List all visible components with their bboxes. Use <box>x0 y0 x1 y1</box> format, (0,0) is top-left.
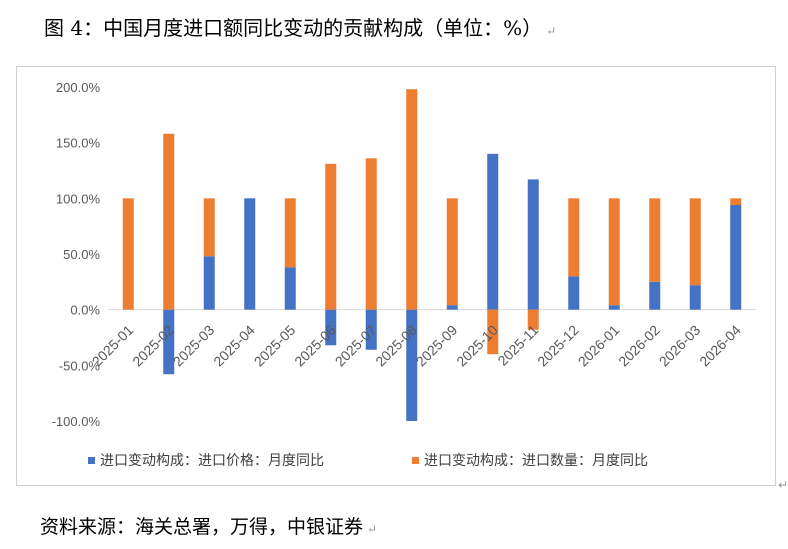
bar-price-2025-02 <box>163 309 175 375</box>
y-tick-label: 50.0% <box>63 247 100 262</box>
y-tick-label: -50.0% <box>59 358 101 373</box>
y-tick-label: 200.0% <box>56 80 101 95</box>
x-tick-label: 2025-11 <box>494 322 541 369</box>
bar-price-2025-03 <box>203 256 215 310</box>
bar-price-2025-06 <box>325 309 337 346</box>
bar-price-2025-11 <box>527 179 539 310</box>
bar-price-2025-09 <box>446 305 458 310</box>
figure-source: 资料来源：海关总署，万得，中银证券 ↵ <box>40 516 378 538</box>
bar-quantity-2025-07 <box>365 158 377 310</box>
x-tick-label: 2025-04 <box>210 322 258 370</box>
x-tick-label: 2026-01 <box>575 322 623 370</box>
bar-quantity-2025-01 <box>122 198 134 310</box>
x-tick-label: 2025-03 <box>170 322 218 370</box>
y-tick-label: 100.0% <box>56 191 101 206</box>
paragraph-mark-icon: ↵ <box>367 522 378 536</box>
bar-quantity-2025-12 <box>568 198 580 277</box>
x-tick-label: 2025-09 <box>413 322 461 370</box>
bar-quantity-2025-02 <box>163 133 175 310</box>
x-tick-label: 2025-01 <box>89 322 137 370</box>
y-tick-label: 0.0% <box>70 303 100 318</box>
bar-quantity-2025-05 <box>284 198 296 268</box>
bar-quantity-2025-09 <box>446 198 458 306</box>
bar-quantity-2026-02 <box>649 198 661 282</box>
bar-price-2026-01 <box>608 305 620 310</box>
x-tick-label: 2025-06 <box>291 322 339 370</box>
y-tick-label: 150.0% <box>56 136 101 151</box>
bar-price-2025-10 <box>487 153 499 310</box>
bar-quantity-2025-11 <box>527 309 539 330</box>
x-tick-label: 2026-03 <box>656 322 704 370</box>
paragraph-mark-icon: ↵ <box>546 24 557 38</box>
x-tick-label: 2025-12 <box>534 322 582 370</box>
bar-price-2025-05 <box>284 267 296 310</box>
bar-price-2025-04 <box>244 198 256 310</box>
bar-price-2026-03 <box>689 285 701 310</box>
bar-price-2025-08 <box>406 309 418 421</box>
x-tick-label: 2026-02 <box>615 322 663 370</box>
bar-quantity-2025-08 <box>406 89 418 310</box>
bar-quantity-2025-03 <box>203 198 215 257</box>
legend-label: 进口变动构成：进口数量：月度同比 <box>424 452 648 468</box>
x-tick-label: 2025-05 <box>251 322 299 370</box>
bar-price-2026-02 <box>649 281 661 310</box>
bar-quantity-2025-10 <box>487 309 499 355</box>
legend-swatch <box>412 457 419 464</box>
bar-quantity-2026-04 <box>730 198 742 206</box>
bar-quantity-2026-03 <box>689 198 701 286</box>
bar-quantity-2025-06 <box>325 163 337 310</box>
bar-price-2025-07 <box>365 309 377 350</box>
chart-frame <box>16 66 776 486</box>
bar-price-2026-04 <box>730 205 742 310</box>
x-tick-label: 2026-04 <box>696 322 744 370</box>
legend-swatch <box>88 457 95 464</box>
paragraph-mark-icon: ↵ <box>778 478 788 492</box>
legend-label: 进口变动构成：进口价格：月度同比 <box>100 452 324 468</box>
figure-title: 图 4：中国月度进口额同比变动的贡献构成（单位：%） ↵ <box>44 16 557 40</box>
bar-quantity-2026-01 <box>608 198 620 306</box>
y-tick-label: -100.0% <box>52 414 101 429</box>
bar-price-2025-12 <box>568 276 580 310</box>
